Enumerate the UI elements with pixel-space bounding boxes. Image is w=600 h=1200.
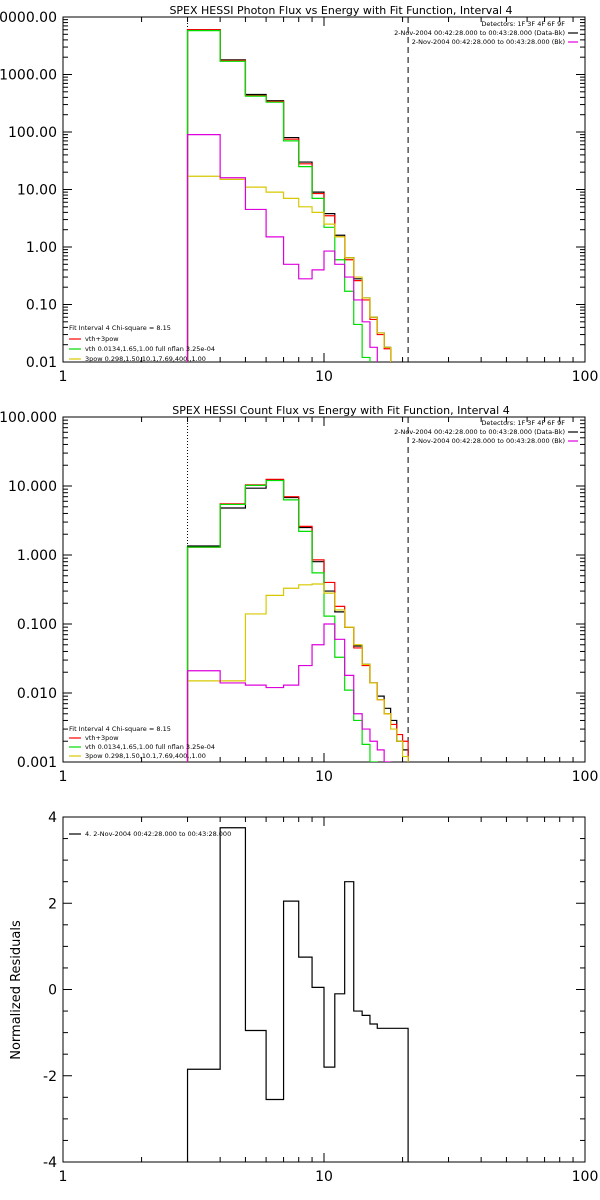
header-line: Detectors: 1F 3F 4F 6F 9F bbox=[481, 20, 565, 28]
x-tick-label: 1 bbox=[59, 1169, 68, 1185]
y-tick-label: 0 bbox=[48, 983, 57, 999]
series-black-histogram bbox=[186, 827, 409, 1162]
y-tick-label: 0.01 bbox=[26, 355, 57, 371]
x-tick-label: 10 bbox=[315, 369, 333, 385]
y-tick-label: 100.000 bbox=[0, 410, 57, 426]
series-black-histogram bbox=[186, 29, 392, 362]
series-magenta-histogram bbox=[186, 134, 378, 362]
plot-frame bbox=[62, 16, 586, 363]
series-yellow-histogram bbox=[186, 175, 392, 362]
x-tick-label: 10 bbox=[315, 1169, 333, 1185]
y-tick-label: 10000.00 bbox=[0, 10, 57, 26]
y-tick-label: 4 bbox=[48, 810, 57, 826]
legend-title: Fit Interval 4 Chi-square = 8.15 bbox=[69, 725, 171, 733]
y-tick-label: 2 bbox=[48, 896, 57, 912]
photon-flux-title: SPEX HESSI Photon Flux vs Energy with Fi… bbox=[169, 4, 512, 17]
header-line: 2-Nov-2004 00:42:28.000 to 00:43:28.000 … bbox=[412, 38, 565, 46]
legend-entry: vth 0.0134,1.65,1.00 full nflan 3.25e-04 bbox=[85, 345, 215, 353]
header-line: 2-Nov-2004 00:42:28.000 to 00:43:28.000 … bbox=[394, 428, 565, 436]
y-tick-label: 1.000 bbox=[17, 548, 57, 564]
series-group bbox=[186, 827, 409, 1162]
legend-title: Fit Interval 4 Chi-square = 8.15 bbox=[69, 324, 171, 332]
legend-entry: vth+3pow bbox=[85, 335, 119, 343]
count-flux-title: SPEX HESSI Count Flux vs Energy with Fit… bbox=[172, 404, 509, 417]
y-tick-label: 1000.00 bbox=[0, 68, 57, 84]
series-yellow-histogram bbox=[186, 583, 409, 762]
y-tick-label: 0.001 bbox=[17, 755, 57, 771]
legend-entry: vth+3pow bbox=[85, 734, 119, 742]
series-group bbox=[186, 29, 392, 362]
residuals-ylabel: Normalized Residuals bbox=[9, 920, 24, 1060]
header-line: 2-Nov-2004 00:42:28.000 to 00:43:28.000 … bbox=[394, 29, 565, 37]
y-tick-label: 0.010 bbox=[17, 686, 57, 702]
x-tick-label: 1 bbox=[59, 769, 68, 785]
y-tick-label: 10.00 bbox=[17, 183, 57, 199]
legend-entry: 3pow 0.298,1.50,10.1,7.69,400.,1.00 bbox=[85, 355, 206, 363]
legend-entry: 4. 2-Nov-2004 00:42:28.000 to 00:43:28.0… bbox=[85, 830, 231, 838]
y-tick-label: 1.00 bbox=[26, 240, 57, 256]
photon-flux-panel: SPEX HESSI Photon Flux vs Energy with Fi… bbox=[0, 4, 598, 385]
y-tick-label: 0.100 bbox=[17, 617, 57, 633]
legend-entry: 3pow 0.298,1.50,10.1,7.69,400.,1.00 bbox=[85, 752, 206, 760]
x-tick-label: 1 bbox=[59, 369, 68, 385]
y-tick-label: 100.00 bbox=[8, 125, 57, 141]
residuals-panel: Normalized Residuals 1 10 100 -4 -2 0 2 4 4. 2-N… bbox=[9, 810, 598, 1185]
x-tick-label: 100 bbox=[572, 369, 599, 385]
x-tick-label: 100 bbox=[572, 769, 599, 785]
legend-entry: vth 0.0134,1.65,1.00 full nflan 3.25e-04 bbox=[85, 743, 215, 751]
series-green-histogram bbox=[186, 30, 371, 362]
series-magenta-histogram bbox=[186, 623, 392, 762]
x-tick-label: 100 bbox=[572, 1169, 599, 1185]
header-line: 2-Nov-2004 00:42:28.000 to 00:43:28.000 … bbox=[412, 437, 565, 445]
header-line: Detectors: 1F 3F 4F 6F 9F bbox=[481, 419, 565, 427]
y-tick-label: -4 bbox=[43, 1155, 57, 1171]
series-red-histogram bbox=[186, 29, 392, 362]
series-group bbox=[186, 478, 409, 762]
count-flux-panel: SPEX HESSI Count Flux vs Energy with Fit… bbox=[0, 404, 598, 785]
x-tick-label: 10 bbox=[315, 769, 333, 785]
series-green-histogram bbox=[186, 479, 378, 762]
y-tick-label: 10.000 bbox=[8, 479, 57, 495]
y-tick-label: 0.10 bbox=[26, 298, 57, 314]
y-tick-label: -2 bbox=[43, 1069, 57, 1085]
